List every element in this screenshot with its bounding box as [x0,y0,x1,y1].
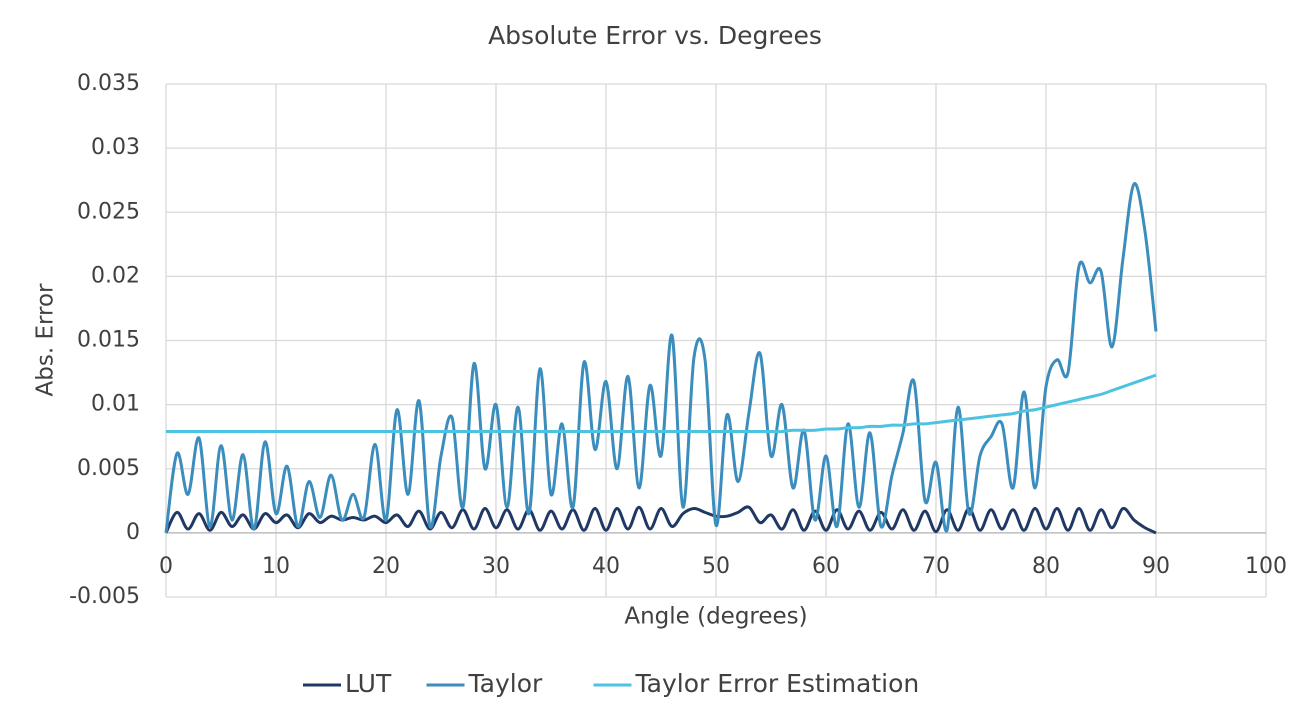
x-tick-label: 60 [812,554,840,579]
y-tick-label: 0.01 [91,392,140,417]
series-line [164,182,1158,534]
x-tick-label: 20 [372,554,400,579]
y-tick-label: 0.005 [77,456,140,481]
y-tick-label: -0.005 [69,584,140,609]
legend-label: LUT [345,669,392,698]
chart-title: Absolute Error vs. Degrees [488,21,822,50]
x-tick-label: 100 [1245,554,1287,579]
y-axis-label: Abs. Error [33,283,59,397]
x-tick-label: 0 [159,554,173,579]
x-tick-label: 10 [262,554,290,579]
x-tick-label: 30 [482,554,510,579]
x-tick-label: 50 [702,554,730,579]
x-tick-label: 40 [592,554,620,579]
legend-label: Taylor Error Estimation [635,669,920,698]
y-tick-label: 0.015 [77,328,140,353]
y-tick-label: 0.03 [91,135,140,160]
series-line [164,505,1157,535]
x-axis-label: Angle (degrees) [624,604,807,630]
x-tick-label: 70 [922,554,950,579]
series-line [166,373,1157,434]
y-tick-label: 0.035 [77,71,140,96]
x-tick-label: 80 [1032,554,1060,579]
x-tick-label: 90 [1142,554,1170,579]
legend-label: Taylor [468,669,543,698]
y-tick-label: 0.025 [77,199,140,224]
y-tick-label: 0 [126,520,140,545]
y-tick-label: 0.02 [91,263,140,288]
